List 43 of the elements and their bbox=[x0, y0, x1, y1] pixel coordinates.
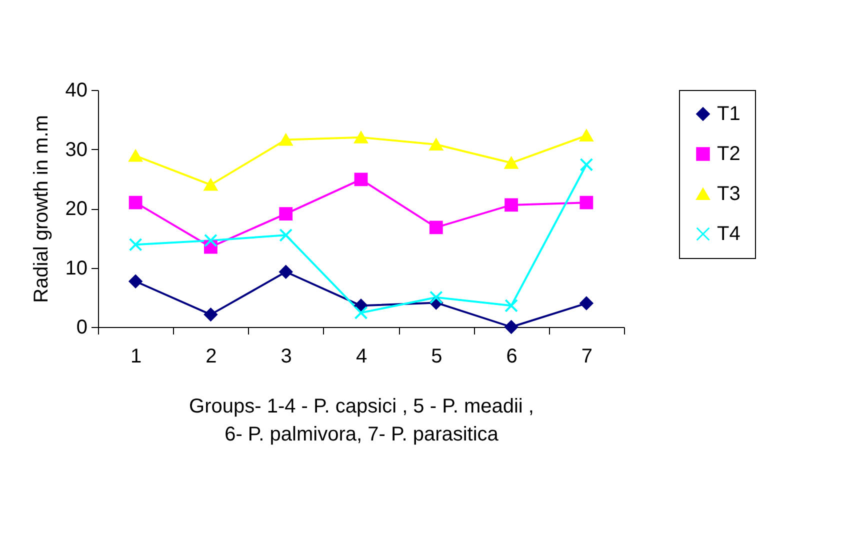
point bbox=[279, 228, 293, 242]
point bbox=[580, 296, 594, 310]
x-tick-label: 2 bbox=[206, 346, 217, 368]
x-tick-label: 5 bbox=[431, 346, 442, 368]
point bbox=[354, 131, 368, 144]
point bbox=[504, 156, 518, 169]
point bbox=[128, 196, 142, 210]
x-tick-label: 4 bbox=[356, 346, 368, 368]
x-tick-label: 3 bbox=[280, 346, 292, 368]
point bbox=[429, 138, 443, 150]
point bbox=[504, 320, 518, 334]
point bbox=[580, 130, 594, 142]
point bbox=[128, 274, 142, 288]
legend-label: T3 bbox=[717, 183, 740, 205]
point bbox=[279, 134, 293, 146]
y-tick-label: 20 bbox=[65, 198, 88, 220]
y-tick-label: 0 bbox=[76, 316, 88, 338]
point bbox=[204, 308, 218, 322]
point bbox=[580, 196, 594, 210]
point bbox=[128, 238, 142, 252]
legend-label: T4 bbox=[717, 223, 740, 245]
point bbox=[504, 198, 518, 212]
point bbox=[504, 298, 518, 312]
point bbox=[204, 234, 218, 248]
point bbox=[580, 158, 594, 172]
point bbox=[354, 306, 368, 320]
x-tick-label: 6 bbox=[506, 346, 518, 368]
x-axis-title: Groups- 1-4 - P. capsici , 5 - P. meadii , 6- P. palmivora, 7- P. parasitica bbox=[189, 396, 534, 446]
point bbox=[279, 207, 293, 221]
point bbox=[279, 265, 293, 279]
y-axis-title: Radial growth in m.m bbox=[30, 115, 52, 303]
point bbox=[429, 290, 443, 304]
y-tick-label: 10 bbox=[65, 257, 88, 280]
x-tick-label: 1 bbox=[130, 346, 142, 368]
point bbox=[429, 220, 443, 234]
legend-label: T1 bbox=[717, 103, 740, 125]
point bbox=[204, 178, 218, 191]
legend-label: T2 bbox=[717, 143, 740, 165]
y-tick-label: 30 bbox=[65, 138, 88, 161]
x-tick-label: 7 bbox=[581, 346, 592, 368]
y-tick-label: 40 bbox=[65, 80, 88, 102]
point bbox=[354, 172, 368, 186]
point bbox=[128, 150, 142, 162]
